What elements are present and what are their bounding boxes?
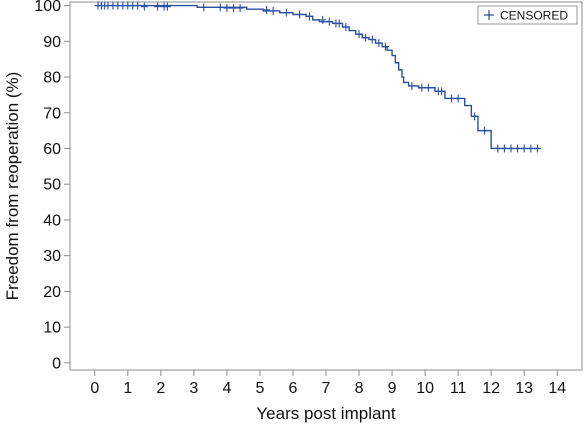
censor-mark	[355, 30, 363, 39]
y-tick-label: 80	[43, 70, 61, 87]
legend-censor-symbol	[484, 10, 494, 20]
censor-mark	[282, 8, 290, 17]
censor-mark	[520, 144, 528, 153]
censor-mark	[533, 144, 541, 153]
censor-mark	[438, 87, 446, 96]
y-tick-label: 60	[43, 141, 61, 158]
x-tick-label: 3	[189, 380, 198, 397]
censor-mark	[154, 2, 162, 11]
censor-mark	[418, 83, 426, 92]
censor-mark	[481, 126, 489, 135]
censor-mark	[408, 81, 416, 90]
y-axis-ticks: 0 10 20 30 40 50 60 70 80 90 100	[34, 0, 70, 372]
censor-mark	[335, 19, 343, 28]
x-tick-label: 6	[289, 380, 298, 397]
censor-mark	[263, 5, 271, 14]
censor-mark	[368, 35, 376, 44]
censor-mark	[163, 2, 171, 11]
y-axis-title: Freedom from reoperation (%)	[3, 72, 22, 301]
legend-label: CENSORED	[500, 9, 568, 23]
censor-mark	[319, 15, 327, 24]
censor-mark	[375, 39, 383, 48]
censor-mark	[200, 3, 208, 12]
censor-mark	[236, 4, 244, 13]
censor-mark	[514, 144, 522, 153]
censor-mark	[500, 144, 508, 153]
x-axis-title: Years post implant	[256, 404, 396, 423]
x-tick-label: 13	[515, 380, 533, 397]
x-tick-label: 9	[388, 380, 397, 397]
censor-mark	[362, 33, 370, 42]
censor-mark	[140, 2, 148, 11]
x-tick-label: 7	[322, 380, 331, 397]
censor-mark	[342, 23, 350, 32]
x-tick-label: 14	[548, 380, 566, 397]
x-tick-label: 4	[222, 380, 231, 397]
y-tick-label: 100	[34, 0, 61, 15]
censor-mark	[223, 4, 231, 13]
y-tick-label: 90	[43, 34, 61, 51]
x-axis-ticks: 0 1 2 3 4 5 6 7 8 9 10 11 12 13 14	[90, 370, 566, 397]
y-tick-label: 40	[43, 212, 61, 229]
legend-box	[477, 5, 578, 25]
censor-mark	[424, 83, 432, 92]
censor-mark	[448, 94, 456, 103]
y-tick-label: 30	[43, 248, 61, 265]
censor-mark	[507, 144, 515, 153]
y-tick-label: 10	[43, 320, 61, 337]
x-tick-label: 0	[90, 380, 99, 397]
censor-mark	[325, 17, 333, 26]
censor-mark	[381, 42, 389, 51]
y-tick-label: 70	[43, 105, 61, 122]
survival-curve	[94, 4, 541, 150]
censor-mark	[230, 4, 238, 13]
y-tick-label: 0	[52, 355, 61, 372]
censor-mark	[471, 112, 479, 121]
censor-marks	[94, 1, 541, 153]
y-tick-label: 50	[43, 177, 61, 194]
y-tick-label: 20	[43, 284, 61, 301]
x-tick-label: 11	[450, 380, 467, 397]
censor-mark	[454, 94, 462, 103]
x-tick-label: 5	[255, 380, 264, 397]
censor-mark	[296, 10, 304, 19]
censor-mark	[305, 12, 313, 21]
censor-mark	[134, 1, 142, 10]
censor-mark	[216, 3, 224, 12]
plot-frame	[69, 1, 583, 371]
x-tick-label: 1	[123, 380, 132, 397]
censor-mark	[269, 6, 277, 15]
censor-mark	[494, 144, 502, 153]
censor-mark	[527, 144, 535, 153]
x-tick-label: 8	[355, 380, 364, 397]
x-tick-label: 2	[156, 380, 165, 397]
x-tick-label: 10	[416, 380, 434, 397]
legend: CENSORED	[477, 5, 578, 25]
x-tick-label: 12	[482, 380, 500, 397]
